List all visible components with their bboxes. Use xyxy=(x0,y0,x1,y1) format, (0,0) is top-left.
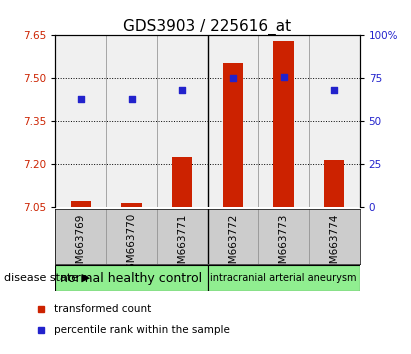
Bar xyxy=(121,203,142,207)
Bar xyxy=(324,160,344,207)
Point xyxy=(179,87,185,93)
Bar xyxy=(223,63,243,207)
Text: percentile rank within the sample: percentile rank within the sample xyxy=(54,325,230,335)
Text: GSM663773: GSM663773 xyxy=(279,213,289,276)
Text: transformed count: transformed count xyxy=(54,303,152,314)
Point xyxy=(78,96,84,102)
Point xyxy=(230,75,236,81)
Point xyxy=(128,96,135,102)
Bar xyxy=(208,265,360,291)
Point xyxy=(331,87,337,93)
Text: normal healthy control: normal healthy control xyxy=(60,272,203,285)
Text: intracranial arterial aneurysm: intracranial arterial aneurysm xyxy=(210,273,357,283)
Text: GSM663769: GSM663769 xyxy=(76,213,86,276)
Title: GDS3903 / 225616_at: GDS3903 / 225616_at xyxy=(123,19,292,35)
Point xyxy=(280,74,287,79)
Text: GSM663771: GSM663771 xyxy=(177,213,187,276)
Text: GSM663770: GSM663770 xyxy=(127,213,136,276)
Bar xyxy=(71,201,91,207)
Text: disease state ▶: disease state ▶ xyxy=(4,273,90,283)
Text: GSM663774: GSM663774 xyxy=(329,213,339,276)
Bar xyxy=(55,265,208,291)
Bar xyxy=(273,41,294,207)
Text: GSM663772: GSM663772 xyxy=(228,213,238,276)
Bar xyxy=(172,157,192,207)
